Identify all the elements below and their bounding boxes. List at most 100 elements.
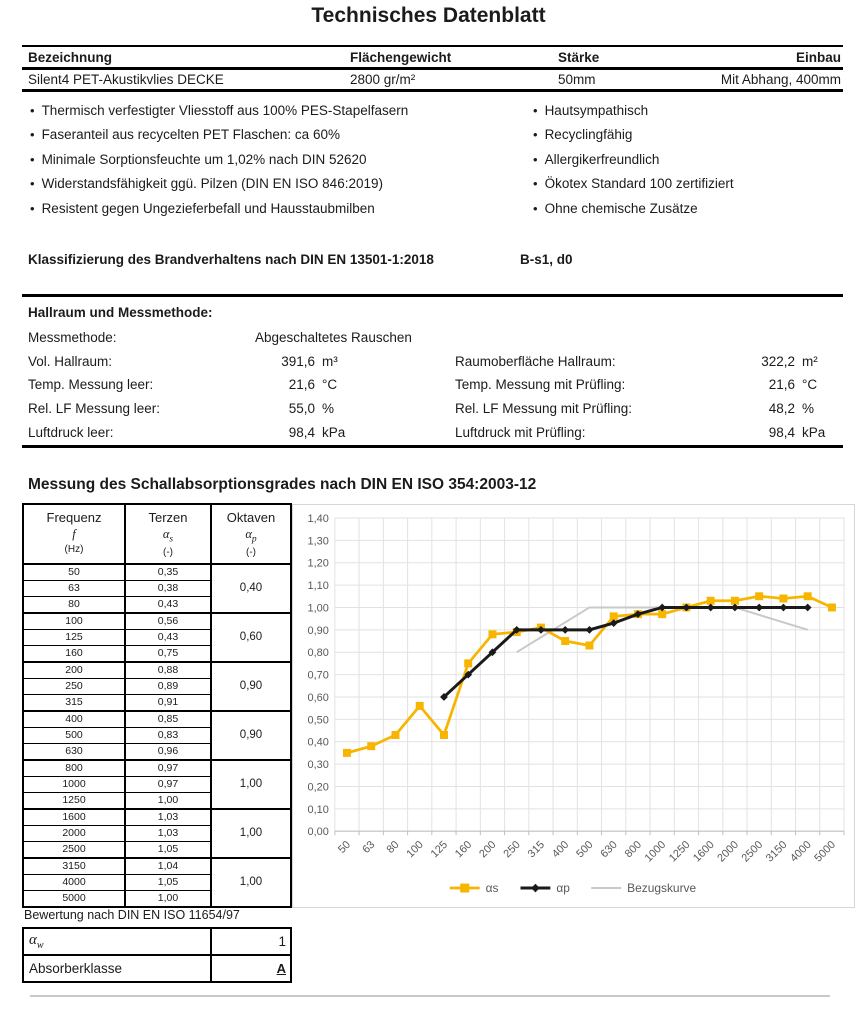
svg-text:4000: 4000 [788,839,814,865]
product-weight: 2800 gr/m² [350,72,416,87]
oktaven-alpha-cell: 1,00 [210,808,292,859]
terzen-alpha-cell: 0,96 [124,743,212,761]
hall-label: Luftdruck leer: [28,424,114,440]
feature-item: • Hautsympathisch [525,98,843,123]
hall-label: Temp. Messung mit Prüfling: [455,377,626,393]
classification-row: Klassifizierung des Brandverhaltens nach… [28,252,843,267]
column-header-staerke: Stärke [558,49,600,65]
hall-unit: m³ [322,353,338,369]
bewertung-label: Absorberklasse [22,954,212,983]
hall-label: Rel. LF Messung mit Prüfling: [455,401,633,417]
table-row: 5000 1,00 [22,890,291,908]
table-row: 4000 1,05 [22,874,291,891]
column-header-einbau: Einbau [795,49,841,65]
svg-text:50: 50 [336,839,353,856]
bullet-icon: • [30,200,35,216]
hall-label: Vol. Hallraum: [28,353,113,369]
terzen-alpha-cell: 0,75 [124,645,212,663]
svg-text:1,30: 1,30 [308,535,329,547]
terzen-alpha-cell: 0,97 [124,776,212,793]
svg-text:0,00: 0,00 [308,826,329,838]
frequency-cell: 80 [22,596,126,614]
bullet-icon: • [30,102,35,118]
feature-text: Widerstandsfähigkeit ggü. Pilzen (DIN EN… [41,176,383,192]
svg-text:0,60: 0,60 [308,692,329,704]
frequency-cell: 1000 [22,776,126,793]
frequency-cell: 2500 [22,841,126,859]
absorption-chart: 0,00 0,10 0,20 0,30 0,40 0,50 0,60 0,70 0,80 0,90… [292,504,855,908]
terzen-alpha-cell: 0,85 [124,710,212,728]
chart-axes [334,830,845,836]
chart-y-axis-labels: 0,00 0,10 0,20 0,30 0,40 0,50 0,60 0,70 0,80 0,90… [308,513,329,838]
table-row: 2000 1,03 [22,825,291,842]
header-line: Oktaven [226,510,276,525]
svg-text:0,70: 0,70 [308,670,329,682]
feature-item: • Widerstandsfähigkeit ggü. Pilzen (DIN E… [22,172,525,197]
svg-text:1,10: 1,10 [308,580,329,592]
header-symbol: αp [245,527,257,545]
chart-legend: αs αp Bezugskurve [449,881,697,895]
svg-text:500: 500 [574,839,595,860]
terzen-alpha-cell: 1,00 [124,792,212,810]
oktaven-alpha-cell: 0,40 [210,563,292,614]
bewertung-title: Bewertung nach DIN EN ISO 11654/97 [24,908,240,922]
feature-text: Faseranteil aus recycelten PET Flaschen:… [41,127,340,143]
frequency-cell: 400 [22,710,126,728]
frequency-cell: 100 [22,612,126,630]
bullet-icon: • [30,151,35,167]
feature-text: Ökotex Standard 100 zertifiziert [544,176,734,192]
feature-text: Ohne chemische Zusätze [544,200,698,216]
feature-item: • Resistent gegen Ungezieferbefall und Ha… [22,196,525,221]
hall-value: 21,6 [768,377,795,393]
bullet-icon: • [30,176,35,192]
hall-value: 322,2 [761,353,795,369]
product-thickness: 50mm [558,72,596,87]
chart-gridlines [334,517,845,832]
svg-text:2500: 2500 [740,839,766,865]
oktaven-alpha-cell: 1,00 [210,857,292,908]
svg-text:0,30: 0,30 [308,759,329,771]
frequency-cell: 315 [22,694,126,712]
hallraum-section: Hallraum und Messmethode: Messmethode: A… [22,300,843,444]
feature-text: Resistent gegen Ungezieferbefall und Hau… [41,200,375,216]
product-header-table: Bezeichnung Flächengewicht Stärke Einbau… [22,45,843,92]
frequency-cell: 3150 [22,857,126,875]
feature-text: Minimale Sorptionsfeuchte um 1,02% nach … [41,151,367,167]
svg-text:0,90: 0,90 [308,625,329,637]
svg-text:630: 630 [598,839,619,860]
table-row: 200 0,88 0,90 [22,661,292,712]
frequency-cell: 63 [22,580,126,597]
document-title: Technisches Datenblatt [311,4,546,27]
terzen-col-header: Terzen αs (-) [124,503,212,565]
bewertung-label: αw [22,927,212,956]
svg-text:400: 400 [550,839,571,860]
svg-text:250: 250 [501,839,522,860]
svg-text:1000: 1000 [643,839,669,865]
bullet-icon: • [533,102,538,118]
hall-unit: m² [802,353,818,369]
svg-text:0,50: 0,50 [308,714,329,726]
bullet-icon: • [533,176,538,192]
series-αp [440,603,812,701]
table-row: 3150 1,04 1,00 [22,857,292,908]
svg-text:1,40: 1,40 [308,513,329,525]
table-row: 1000 0,97 [22,776,291,793]
svg-text:200: 200 [477,839,498,860]
feature-item: • Recyclingfähig [525,123,843,148]
svg-text:0,40: 0,40 [308,737,329,749]
product-installation: Mit Abhang, 400mm [720,72,841,87]
terzen-alpha-cell: 1,05 [124,841,212,859]
bewertung-row: Absorberklasse A [22,954,292,983]
hall-value: 21,6 [288,377,315,393]
frequency-cell: 630 [22,743,126,761]
feature-item: • Faseranteil aus recycelten PET Flaschen… [22,123,525,148]
feature-text: Hautsympathisch [544,102,649,118]
bullet-icon: • [533,200,538,216]
absorption-section-title: Messung des Schallabsorptionsgrades nach… [28,476,537,493]
hall-unit: °C [322,377,338,393]
column-header-flaechengewicht: Flächengewicht [350,49,452,65]
svg-text:Bezugskurve: Bezugskurve [627,881,696,895]
frequency-cell: 5000 [22,890,126,908]
svg-text:1,20: 1,20 [308,558,329,570]
feature-item: • Minimale Sorptionsfeuchte um 1,02% nach… [22,147,525,172]
